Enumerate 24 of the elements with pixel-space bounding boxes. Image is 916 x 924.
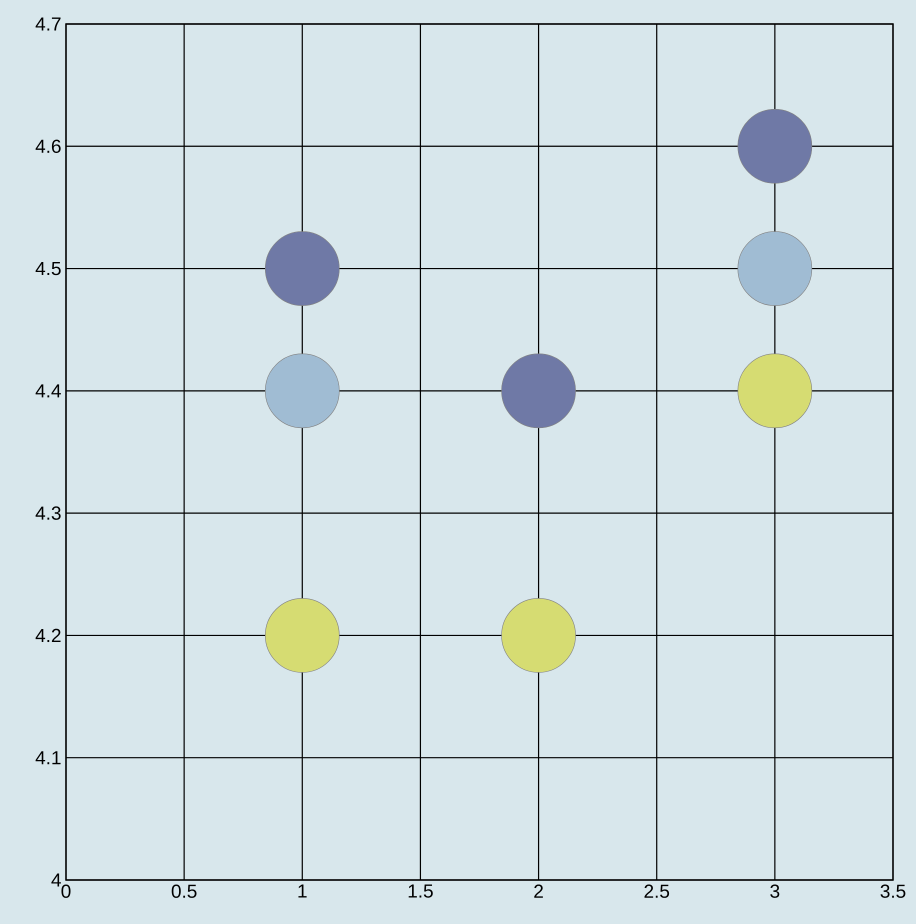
x-tick-label: 0: [61, 884, 71, 898]
point: [264, 231, 340, 306]
x-tick-label: 3.5: [880, 884, 906, 898]
x-tick-label: 1.5: [408, 884, 433, 898]
y-tick-label: 4.3: [36, 506, 61, 520]
y-tick-label: 4.2: [36, 628, 61, 642]
y-tick-label: 4.6: [36, 140, 61, 153]
point: [264, 354, 340, 428]
x-tick-label: 2: [534, 884, 543, 898]
y-tick-label: 4.1: [36, 751, 61, 764]
y-tick-label: 4: [51, 873, 61, 887]
x-tick-label: 1: [298, 884, 307, 898]
x-tick-label: 3: [770, 884, 780, 898]
point: [264, 598, 340, 673]
point: [501, 354, 576, 428]
y-tick-label: 4.4: [36, 384, 61, 398]
point: [738, 108, 812, 184]
x-tick-label: 0.5: [172, 884, 197, 898]
point: [501, 598, 576, 673]
point: [738, 231, 812, 306]
y-tick-label: 4.5: [36, 262, 61, 276]
y-tick-label: 4.7: [36, 17, 61, 31]
point: [738, 354, 812, 428]
x-tick-label: 2.5: [644, 884, 670, 898]
